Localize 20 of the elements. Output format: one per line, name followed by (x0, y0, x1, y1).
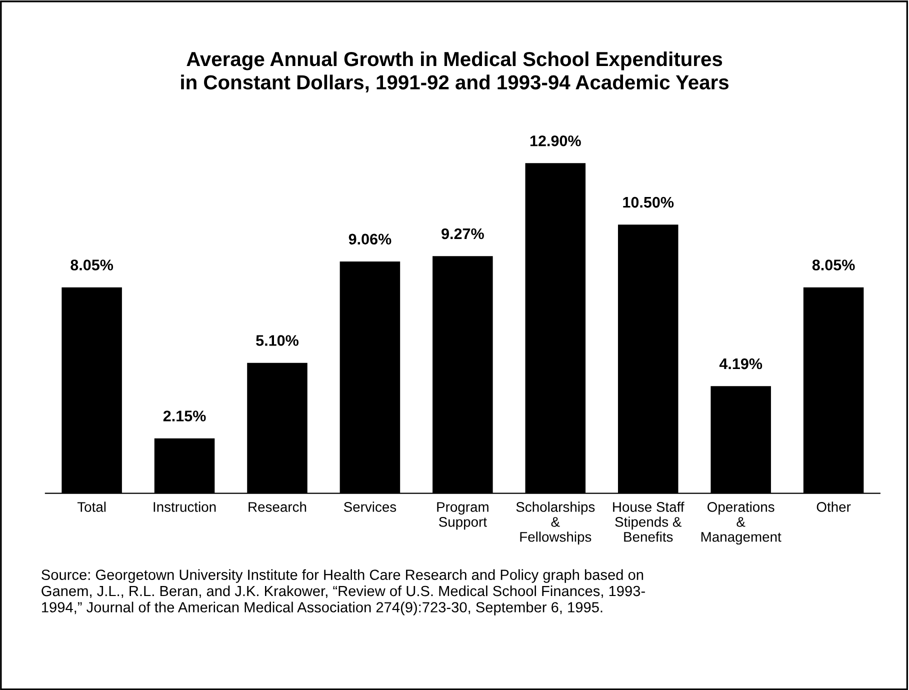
x-tick-label: Other (816, 502, 851, 512)
source-note: Source: Georgetown University Institute for Health Care Research and Policy graph based on Ganem, J.L., R.L. Beran, and J.K. Krakower, “Review of U.S. Medical School Finances, 1993- 1994,” Journal of the American Medical Association 274(9):723-30, September 6, 1995. (42, 569, 645, 616)
x-tick-label: Instruction (154, 502, 216, 512)
data-label: 4.19% (719, 358, 762, 370)
x-tick-label: Services (344, 502, 396, 512)
data-label: 8.05% (812, 260, 855, 270)
data-label: 9.06% (348, 234, 392, 245)
x-tick-label: Total (77, 502, 106, 512)
data-label: 5.10% (256, 335, 299, 346)
data-label: 12.90% (530, 135, 581, 146)
x-tick-label: Operations & Management (701, 502, 782, 545)
x-tick-label: Scholarships & Fellowships (516, 502, 595, 545)
x-tick-label: Research (248, 502, 306, 512)
data-label: 9.27% (442, 228, 484, 240)
data-label: 2.15% (163, 410, 206, 422)
chart-title: Average Annual Growth in Medical School Expenditures in Constant Dollars, 1991-92 and 1993-94 Academic Years (181, 51, 729, 92)
x-tick-label: Program Support (437, 502, 488, 530)
data-label: 10.50% (623, 196, 674, 208)
x-tick-label: House Staff Stipends & Benefits (613, 502, 684, 542)
data-label: 8.05% (70, 260, 114, 270)
